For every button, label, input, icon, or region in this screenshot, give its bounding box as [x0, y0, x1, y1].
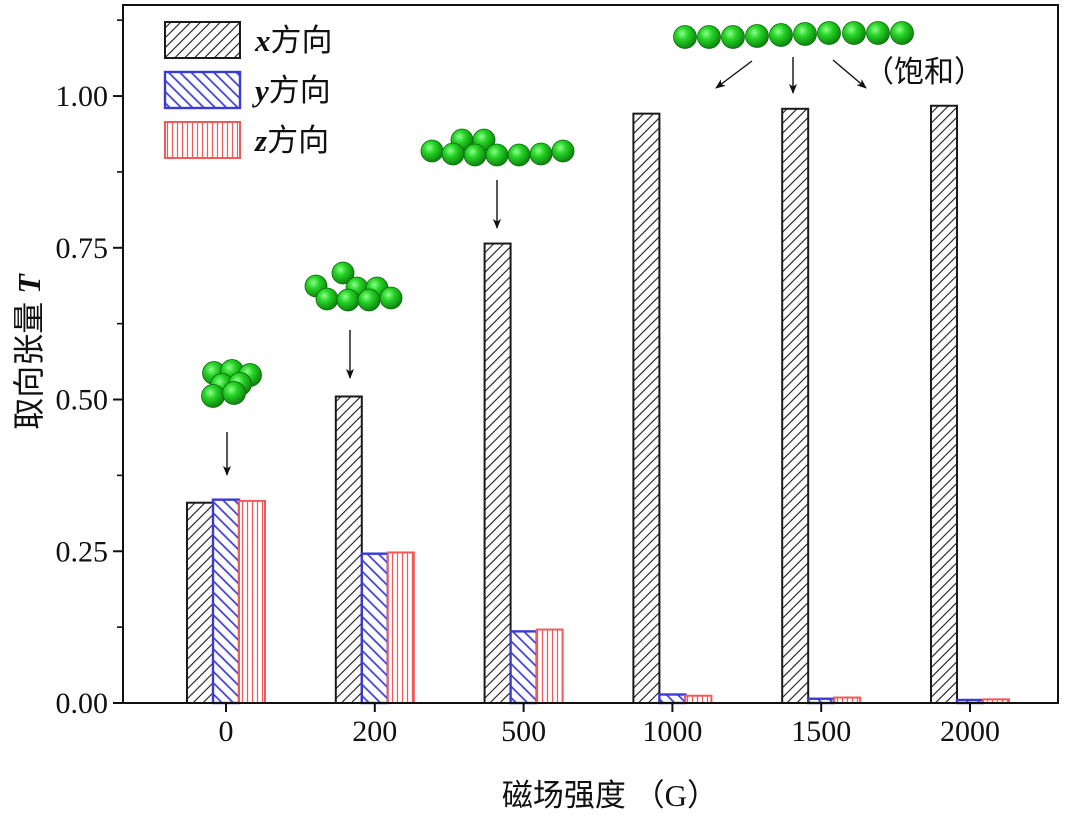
x-tick-label: 200 [352, 715, 397, 748]
particle-sphere [222, 381, 246, 405]
bar-x-direction-500 [483, 242, 512, 705]
y-tick-label: 0.25 [56, 535, 109, 568]
particle-sphere [331, 261, 355, 285]
particle-sphere [721, 25, 745, 49]
particle-sphere [673, 25, 697, 49]
particle-sphere [315, 287, 339, 311]
legend-label: z方向 [254, 123, 329, 158]
bar-z-direction-1000 [684, 694, 713, 704]
y-axis-title: 取向张量 T [11, 273, 47, 430]
arrow-indicator [715, 60, 753, 89]
bars-layer [186, 104, 1010, 705]
particle-sphere [890, 21, 914, 45]
arrow-indicator [832, 59, 867, 89]
legend-item-y: y方向 [163, 70, 331, 110]
particle-sphere [420, 139, 444, 163]
particle-cluster-0-illustration [201, 359, 262, 408]
bar-x-direction-2000 [930, 104, 958, 705]
particle-sphere [463, 143, 487, 167]
legend-swatch [164, 121, 241, 159]
y-tick-label: 0.50 [56, 384, 109, 417]
particle-chain-saturated-illustration [673, 21, 914, 49]
particle-sphere [817, 21, 841, 45]
particle-sphere [441, 142, 465, 166]
x-tick-label: 1000 [642, 715, 702, 748]
particle-sphere [745, 24, 769, 48]
variable-symbol: y [251, 73, 269, 108]
y-tick-label: 0.00 [56, 687, 109, 720]
particle-sphere [357, 288, 381, 312]
legend-item-z: z方向 [164, 121, 329, 159]
x-axis-title: 磁场强度 （G） [502, 778, 718, 813]
particle-sphere [793, 22, 817, 46]
bar-y-direction-1000 [658, 693, 687, 705]
bar-y-direction-200 [360, 552, 389, 705]
bar-z-direction-200 [386, 551, 415, 705]
particle-sphere [201, 384, 225, 408]
particle-sphere [697, 25, 721, 49]
label-text: 方向 [271, 23, 333, 58]
particle-sphere [529, 142, 553, 166]
bar-x-direction-1000 [632, 112, 661, 705]
bar-y-direction-0 [211, 498, 241, 705]
particle-sphere [866, 21, 890, 45]
particle-sphere [551, 139, 575, 163]
variable-symbol: z [254, 123, 267, 158]
axes-layer: 0.00 0.25 0.50 0.75 1.00 0 200 500 1000 1500 2000 [56, 4, 1059, 748]
particle-sphere [769, 23, 793, 47]
particle-chain-500-illustration [420, 128, 575, 167]
bar-x-direction-1500 [781, 107, 810, 705]
bar-z-direction-0 [238, 499, 266, 704]
legend-label: x方向 [254, 23, 333, 58]
legend-item-x: x方向 [164, 21, 333, 59]
bar-x-direction-0 [186, 501, 214, 704]
y-tick-label: 1.00 [56, 80, 109, 113]
label-text: 方向 [269, 73, 331, 108]
x-tick-label: 2000 [940, 715, 1000, 748]
legend-swatch [163, 70, 242, 110]
bar-z-direction-500 [535, 628, 564, 705]
particle-sphere [379, 286, 403, 310]
y-tick-label: 0.75 [56, 232, 109, 265]
particle-sphere [485, 143, 509, 167]
variable-symbol: T [11, 273, 47, 294]
variable-symbol: x [254, 23, 271, 58]
label-text: 方向 [267, 123, 329, 158]
saturation-annotation: （饱和） [864, 56, 984, 89]
particle-sphere [507, 143, 531, 167]
illustrations-layer: （饱和） [201, 21, 984, 476]
bar-x-direction-200 [334, 395, 363, 704]
particle-sphere [842, 21, 866, 45]
x-tick-label: 500 [501, 715, 546, 748]
label-text: 取向张量 [11, 294, 47, 430]
x-tick-label: 1500 [791, 715, 851, 748]
legend-swatch [164, 21, 241, 59]
particle-sphere [336, 288, 360, 312]
particle-cluster-200-illustration [304, 261, 403, 312]
bar-y-direction-500 [509, 630, 538, 705]
x-tick-label: 0 [219, 715, 234, 748]
legend-label: y方向 [251, 73, 331, 108]
